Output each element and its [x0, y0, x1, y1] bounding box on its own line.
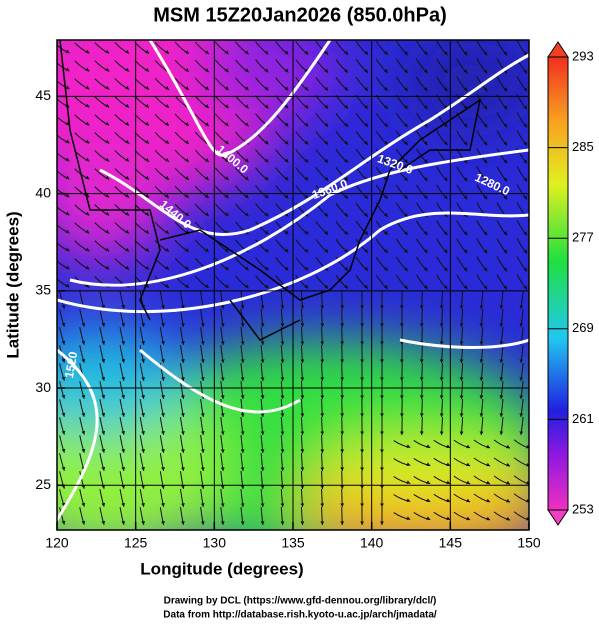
- x-tick-label: 140: [360, 535, 384, 551]
- colorbar-tick-label: 253: [572, 501, 594, 516]
- colorbar: [548, 57, 568, 510]
- title: MSM 15Z20Jan2026 (850.0hPa): [153, 4, 447, 26]
- y-axis-label: Latitude (degrees): [3, 211, 22, 358]
- x-tick-label: 150: [517, 535, 541, 551]
- colorbar-tick-label: 293: [572, 48, 594, 63]
- temperature-field: [0, 0, 560, 560]
- y-tick-label: 25: [35, 476, 51, 492]
- colorbar-tick-label: 269: [572, 320, 594, 335]
- y-tick-label: 40: [35, 184, 51, 200]
- y-tick-label: 45: [35, 87, 51, 103]
- colorbar-tick-label: 285: [572, 139, 594, 154]
- footer-line: Data from http://database.rish.kyoto-u.a…: [163, 610, 437, 621]
- x-tick-label: 145: [439, 535, 463, 551]
- colorbar-tick-label: 277: [572, 230, 594, 245]
- colorbar-extend-top: [548, 42, 568, 57]
- x-axis-label: Longitude (degrees): [140, 559, 303, 578]
- x-tick-label: 120: [45, 535, 69, 551]
- x-tick-label: 125: [124, 535, 148, 551]
- y-tick-label: 35: [35, 282, 51, 298]
- footer-line: Drawing by DCL (https://www.gfd-dennou.o…: [164, 596, 437, 607]
- colorbar-tick-label: 261: [572, 411, 594, 426]
- colorbar-extend-bottom: [548, 510, 568, 525]
- y-tick-label: 30: [35, 379, 51, 395]
- x-tick-label: 135: [281, 535, 305, 551]
- x-tick-label: 130: [203, 535, 227, 551]
